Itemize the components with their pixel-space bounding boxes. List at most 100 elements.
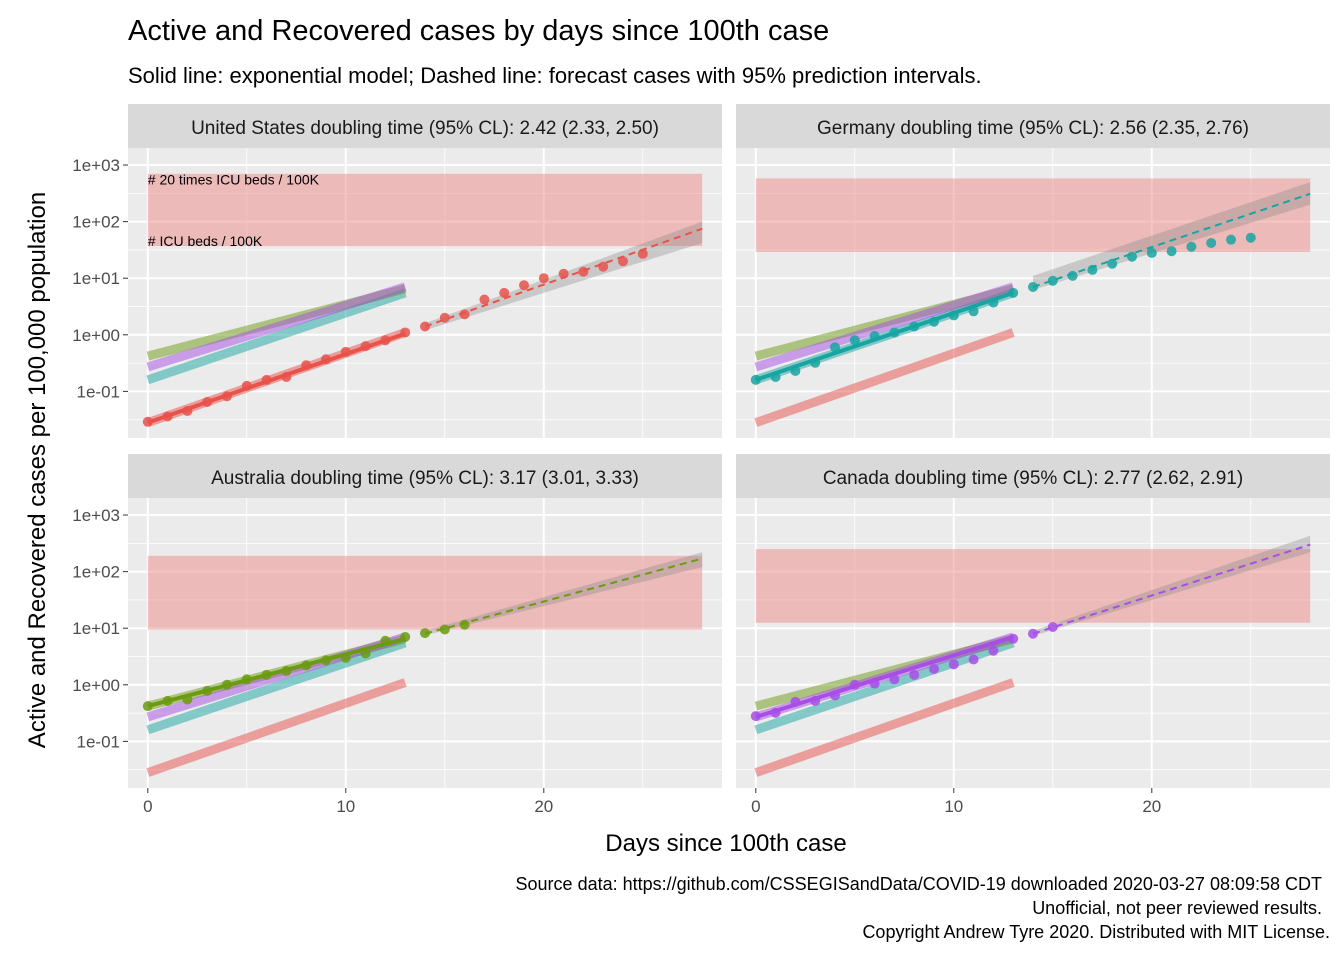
- y-tick-label: 1e+00: [72, 676, 120, 695]
- data-point: [1107, 258, 1118, 269]
- y-tick-label: 1e+00: [72, 326, 120, 345]
- chart-subtitle: Solid line: exponential model; Dashed li…: [128, 63, 982, 88]
- data-point: [241, 380, 252, 391]
- data-point: [948, 659, 959, 670]
- y-tick-label: 1e+01: [72, 269, 120, 288]
- data-point: [1146, 247, 1157, 258]
- data-point: [1067, 270, 1078, 281]
- y-tick-label: 1e+01: [72, 619, 120, 638]
- data-point: [598, 261, 609, 272]
- forecast-line: [1032, 543, 1311, 635]
- y-axis-title: Active and Recovered cases per 100,000 p…: [24, 192, 51, 748]
- facet-strip: [736, 104, 1330, 148]
- data-point: [1245, 232, 1256, 243]
- data-point: [439, 624, 450, 635]
- reference-line-us: [146, 678, 407, 777]
- data-point: [202, 396, 213, 407]
- data-point: [499, 287, 510, 298]
- data-point: [558, 268, 569, 279]
- data-point: [340, 346, 351, 357]
- model-fit-line: [755, 291, 1014, 382]
- data-point: [241, 674, 252, 685]
- data-point: [618, 256, 628, 267]
- facet-strip: [128, 104, 722, 148]
- data-point: [222, 391, 232, 402]
- data-point: [261, 374, 272, 385]
- data-point: [1186, 241, 1197, 252]
- data-point: [519, 280, 529, 291]
- data-point: [1047, 275, 1058, 286]
- data-point: [1028, 281, 1038, 292]
- reference-line-canada: [754, 282, 1015, 372]
- data-point: [830, 690, 840, 701]
- panel-background: [736, 498, 1330, 788]
- data-point: [889, 674, 900, 685]
- caption-source: Source data: https://github.com/CSSEGISa…: [516, 874, 1322, 894]
- icu-capacity-band: [147, 555, 703, 630]
- data-point: [380, 635, 391, 646]
- data-point: [142, 701, 153, 712]
- data-point: [948, 310, 959, 321]
- data-point: [1087, 264, 1098, 275]
- facet-panel-canada: Canada doubling time (95% CL): 2.77 (2.6…: [736, 454, 1330, 816]
- data-point: [869, 678, 880, 689]
- data-point: [750, 374, 761, 385]
- data-point: [968, 654, 979, 665]
- data-point: [790, 365, 801, 376]
- x-tick-label: 0: [143, 797, 152, 816]
- icu-capacity-band: [755, 178, 1311, 253]
- data-point: [1127, 251, 1137, 262]
- data-point: [770, 371, 781, 382]
- forecast-interval-band: [425, 552, 703, 636]
- data-point: [459, 619, 470, 630]
- data-point: [578, 266, 589, 277]
- facet-strip: [736, 454, 1330, 498]
- data-point: [360, 648, 371, 659]
- icu-capacity-band: [147, 173, 703, 247]
- data-point: [810, 695, 821, 706]
- y-tick-label: 1e-01: [77, 732, 120, 751]
- y-tick-label: 1e+02: [72, 213, 120, 232]
- data-point: [637, 248, 648, 259]
- data-point: [281, 666, 292, 677]
- data-point: [142, 416, 153, 427]
- data-point: [321, 655, 331, 666]
- data-point: [380, 335, 391, 346]
- data-point: [479, 294, 490, 305]
- x-tick-label: 0: [751, 797, 760, 816]
- y-tick-label: 1e-01: [77, 382, 120, 401]
- data-point: [439, 312, 450, 323]
- data-point: [830, 342, 840, 353]
- x-tick-label: 10: [944, 797, 963, 816]
- data-point: [929, 316, 939, 327]
- data-point: [968, 306, 979, 317]
- data-point: [321, 354, 331, 365]
- icu-capacity-band: [755, 549, 1311, 623]
- data-point: [909, 321, 920, 332]
- facet-strip-label: Germany doubling time (95% CL): 2.56 (2.…: [817, 118, 1249, 139]
- x-tick-label: 20: [534, 797, 553, 816]
- data-point: [1226, 234, 1236, 245]
- facet-strip-label: Canada doubling time (95% CL): 2.77 (2.6…: [823, 468, 1243, 489]
- panel-background: [128, 498, 722, 788]
- data-point: [202, 685, 213, 696]
- data-point: [420, 321, 430, 332]
- data-point: [929, 664, 939, 675]
- reference-line-germany: [146, 638, 407, 735]
- data-point: [988, 297, 999, 308]
- x-tick-label: 10: [336, 797, 355, 816]
- data-point: [790, 696, 801, 707]
- data-point: [869, 331, 880, 342]
- facet-panel-us: United States doubling time (95% CL): 2.…: [72, 104, 722, 438]
- facet-panel-australia: Australia doubling time (95% CL): 3.17 (…: [72, 454, 722, 816]
- reference-line-us: [754, 328, 1015, 427]
- caption-copyright: Copyright Andrew Tyre 2020. Distributed …: [862, 922, 1330, 942]
- facet-panel-germany: Germany doubling time (95% CL): 2.56 (2.…: [736, 104, 1330, 438]
- data-point: [1047, 622, 1058, 633]
- data-point: [1008, 287, 1019, 298]
- data-point: [849, 335, 860, 346]
- facet-panels: United States doubling time (95% CL): 2.…: [72, 104, 1330, 816]
- data-point: [988, 645, 999, 656]
- chart-title: Active and Recovered cases by days since…: [128, 15, 829, 47]
